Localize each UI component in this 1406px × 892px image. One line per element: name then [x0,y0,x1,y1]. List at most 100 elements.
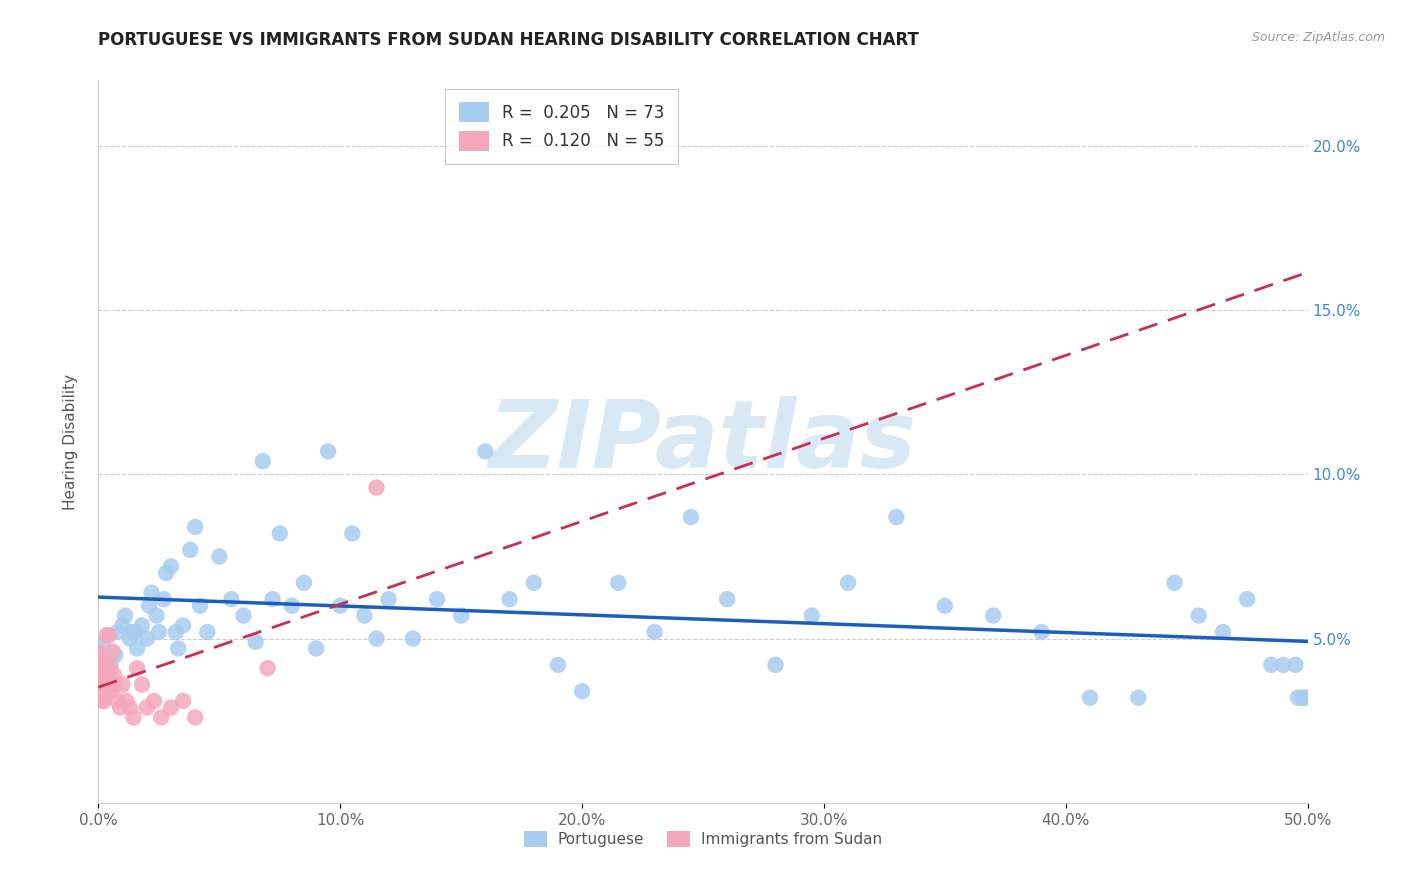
Point [93,694,115,708]
Point [1031,625,1053,640]
Point [160,559,183,574]
Point [402,632,425,646]
Point [165,625,187,640]
Point [1272,657,1295,672]
Point [91,677,114,691]
Point [91,667,114,681]
Point [195,625,218,640]
Point [474,444,496,458]
Legend: Portuguese, Immigrants from Sudan: Portuguese, Immigrants from Sudan [517,825,889,853]
Point [97,661,120,675]
Point [160,700,183,714]
Point [179,542,201,557]
Text: PORTUGUESE VS IMMIGRANTS FROM SUDAN HEARING DISABILITY CORRELATION CHART: PORTUGUESE VS IMMIGRANTS FROM SUDAN HEAR… [98,31,920,49]
Point [679,510,702,524]
Point [184,520,207,534]
Point [90,684,112,698]
Point [1284,657,1306,672]
Point [131,618,153,632]
Point [90,677,112,691]
Point [127,641,149,656]
Point [184,710,207,724]
Point [221,592,243,607]
Text: ZIPatlas: ZIPatlas [489,395,917,488]
Point [837,575,859,590]
Point [1236,592,1258,607]
Point [118,632,141,646]
Point [523,575,546,590]
Point [97,628,120,642]
Point [104,677,127,691]
Point [91,661,114,675]
Point [1078,690,1101,705]
Point [1294,690,1316,705]
Point [104,648,127,662]
Point [111,677,134,691]
Point [141,585,163,599]
Point [94,667,117,681]
Point [87,661,110,675]
Point [124,625,146,640]
Point [208,549,231,564]
Point [1260,657,1282,672]
Point [127,661,149,675]
Point [100,684,122,698]
Point [245,635,267,649]
Text: Source: ZipAtlas.com: Source: ZipAtlas.com [1251,31,1385,45]
Point [150,710,173,724]
Point [281,599,304,613]
Point [800,608,823,623]
Point [450,608,472,623]
Point [1188,608,1211,623]
Point [90,677,112,691]
Point [138,599,160,613]
Point [252,454,274,468]
Point [426,592,449,607]
Point [98,661,121,675]
Point [342,526,364,541]
Y-axis label: Hearing Disability: Hearing Disability [63,374,77,509]
Point [292,575,315,590]
Point [103,667,125,681]
Point [155,566,177,580]
Point [1128,690,1150,705]
Point [329,599,352,613]
Point [172,618,194,632]
Point [94,677,117,691]
Point [90,661,112,675]
Point [93,677,115,691]
Point [232,608,254,623]
Point [377,592,399,607]
Point [366,481,388,495]
Point [114,608,136,623]
Point [143,694,166,708]
Point [89,677,111,691]
Point [498,592,520,607]
Point [90,687,112,701]
Point [152,592,174,607]
Point [366,632,388,646]
Point [353,608,375,623]
Point [886,510,908,524]
Point [547,657,569,672]
Point [101,645,124,659]
Point [89,667,111,681]
Point [100,657,122,672]
Point [167,641,190,656]
Point [571,684,593,698]
Point [644,625,666,640]
Point [269,526,291,541]
Point [1286,690,1309,705]
Point [262,592,284,607]
Point [90,684,112,698]
Point [122,710,145,724]
Point [111,618,134,632]
Point [100,677,122,691]
Point [172,694,194,708]
Point [188,599,211,613]
Point [89,655,111,669]
Point [148,625,170,640]
Point [89,645,111,659]
Point [89,667,111,681]
Point [107,625,129,640]
